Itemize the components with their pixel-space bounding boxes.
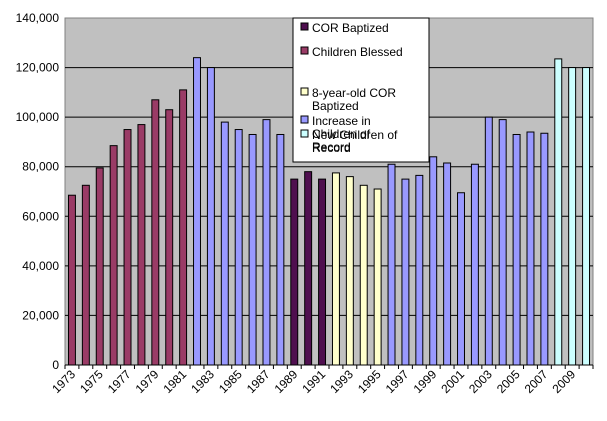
- bar-1999: [429, 156, 438, 366]
- bar-1976: [109, 145, 118, 366]
- bar-1995: [373, 188, 382, 366]
- bar-2000: [443, 162, 452, 366]
- legend-swatch: [300, 129, 309, 138]
- y-tick-label: 120,000: [16, 61, 60, 75]
- bar-1990: [304, 171, 313, 366]
- bar-1992: [331, 172, 340, 366]
- y-tick-label: 100,000: [16, 110, 60, 124]
- legend-box: [292, 17, 430, 163]
- bars: [67, 57, 591, 366]
- x-axis: [64, 364, 594, 369]
- bar-1986: [248, 133, 257, 366]
- bar-2009: [568, 67, 577, 366]
- y-tick-label: 80,000: [22, 160, 59, 174]
- bar-1977: [123, 129, 132, 366]
- bar-1983: [206, 67, 215, 366]
- legend-swatch: [300, 22, 309, 31]
- bar-1980: [165, 109, 174, 366]
- bar-2003: [484, 116, 493, 366]
- bar-2006: [526, 131, 535, 366]
- bar-1973: [67, 194, 76, 366]
- bar-1974: [81, 184, 90, 366]
- legend-swatch: [300, 87, 309, 96]
- legend-entry: New Children of Record: [312, 128, 398, 155]
- legend-entry: 8-year-old COR Baptized: [312, 86, 396, 113]
- bar-2010: [582, 67, 591, 366]
- bar-2004: [498, 119, 507, 366]
- legend-entry: Increase in Children of Record: [312, 114, 371, 154]
- bar-1975: [95, 167, 104, 366]
- y-tick-label: 20,000: [22, 308, 59, 322]
- bar-1984: [220, 121, 229, 366]
- bar-1989: [290, 178, 299, 366]
- bar-2002: [470, 163, 479, 366]
- y-tick-label: 140,000: [16, 11, 60, 25]
- y-tick-label: 0: [52, 358, 59, 372]
- legend-entry: COR Baptized: [312, 21, 389, 35]
- bar-2001: [457, 192, 465, 366]
- bar-1988: [276, 133, 285, 366]
- bar-1978: [137, 124, 146, 366]
- bar-1985: [234, 129, 243, 366]
- legend-swatch: [300, 46, 309, 55]
- bar-1979: [151, 99, 160, 366]
- bar-1993: [345, 176, 354, 366]
- y-tick-label: 60,000: [22, 209, 59, 223]
- bar-1994: [359, 184, 368, 366]
- bar-1991: [318, 178, 327, 366]
- bar-1998: [415, 174, 424, 366]
- bar-1981: [179, 89, 188, 366]
- bar-2007: [540, 132, 549, 366]
- legend-swatch: [300, 115, 309, 124]
- bar-1982: [193, 57, 201, 366]
- legend: COR Baptized Children Blessed 8-year-old C…: [292, 17, 430, 163]
- legend-entry: Children Blessed: [312, 45, 403, 59]
- bar-1996: [387, 163, 396, 366]
- bar-2008: [554, 58, 563, 366]
- bar-1987: [262, 119, 271, 366]
- bar-2005: [512, 133, 521, 366]
- y-axis-tick-labels: 0 20,000 40,000 60,000 80,000 100,000 120,000 1…: [16, 11, 60, 372]
- bar-1997: [401, 178, 410, 366]
- y-tick-label: 40,000: [22, 259, 59, 273]
